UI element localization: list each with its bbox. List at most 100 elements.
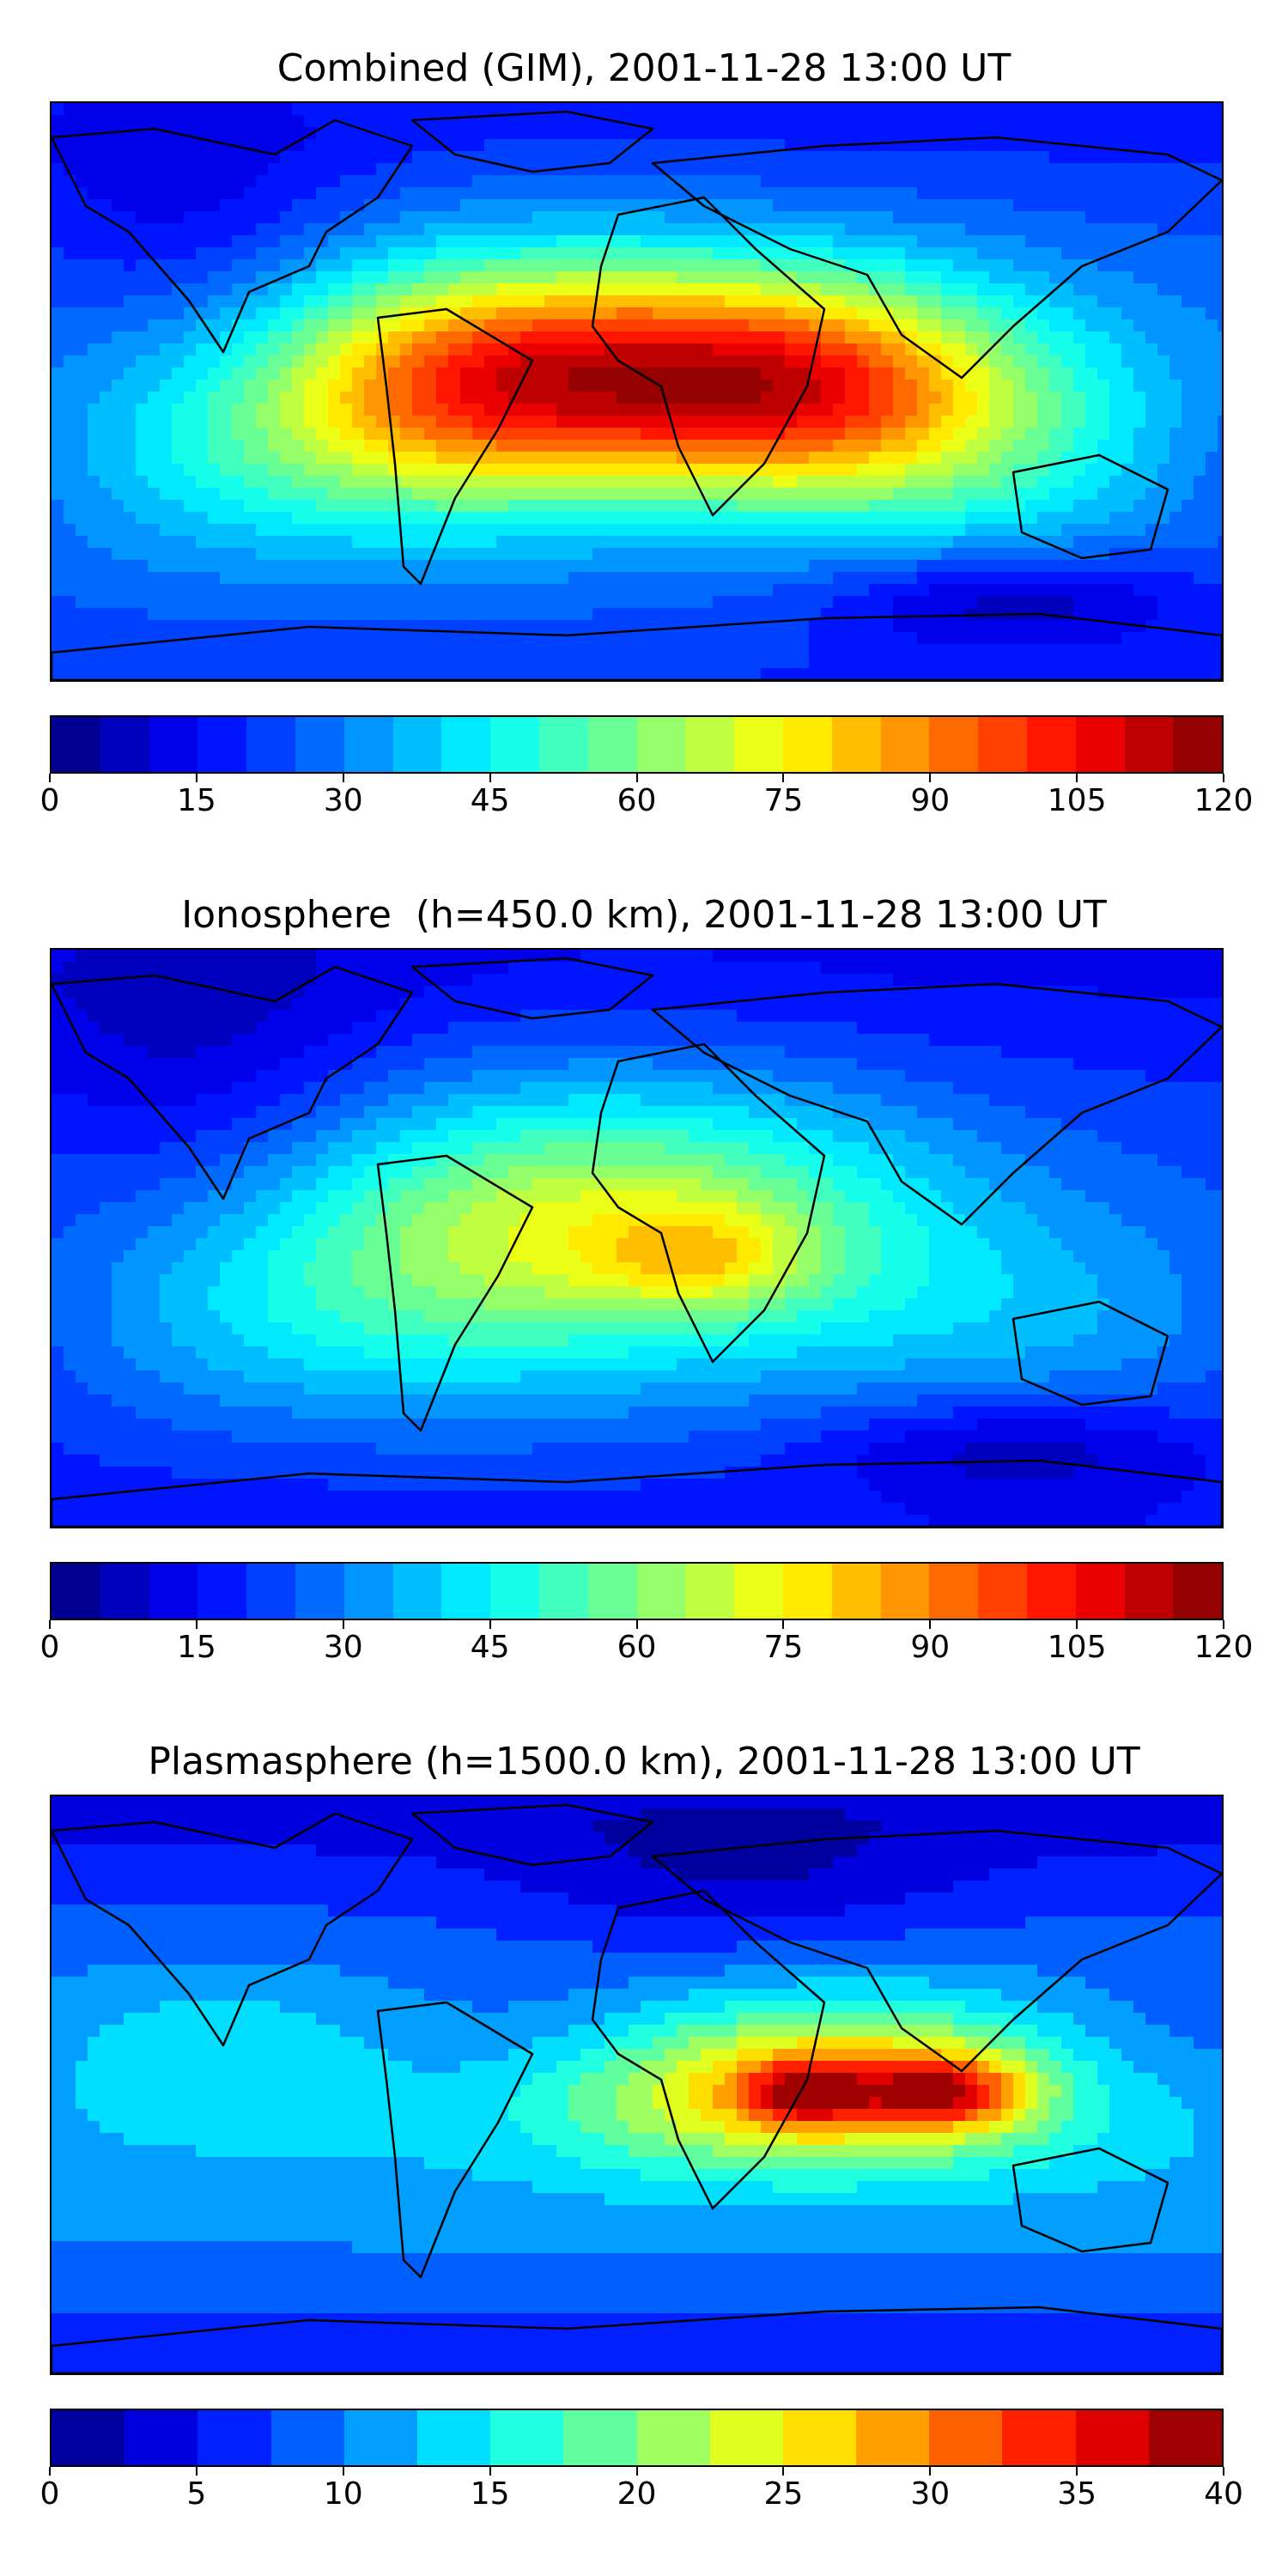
- panel-1-map: [50, 101, 1224, 682]
- colorbar-level: [929, 1564, 979, 1619]
- colorbar-level: [709, 2410, 783, 2465]
- colorbar-tick-label: 30: [323, 1630, 363, 1665]
- colorbar-level: [782, 2410, 857, 2465]
- colorbar-tick-label: 0: [39, 783, 60, 818]
- colorbar-tick-mark: [635, 1620, 638, 1629]
- colorbar-level: [100, 1564, 149, 1619]
- colorbar-level: [197, 2410, 271, 2465]
- colorbar-tick-label: 15: [176, 1630, 216, 1665]
- colorbar-level: [538, 717, 588, 772]
- colorbar-tick-mark: [635, 2467, 638, 2476]
- colorbar-level: [52, 717, 100, 772]
- colorbar-level: [734, 717, 783, 772]
- colorbar-level: [490, 1564, 539, 1619]
- colorbar-level: [392, 1564, 442, 1619]
- colorbar-tick-label: 5: [186, 2476, 207, 2512]
- colorbar-level: [880, 1564, 930, 1619]
- colorbar-level: [343, 1564, 393, 1619]
- colorbar-tick-label: 120: [1194, 783, 1254, 818]
- colorbar-tick-mark: [635, 774, 638, 782]
- panel-3-map: [50, 1795, 1224, 2375]
- colorbar-tick-mark: [929, 774, 932, 782]
- colorbar-tick-label: 90: [910, 1630, 951, 1665]
- colorbar-level: [1124, 1564, 1174, 1619]
- colorbar-level: [149, 1564, 198, 1619]
- colorbar-tick-label: 30: [323, 783, 363, 818]
- colorbar-level: [1173, 1564, 1223, 1619]
- colorbar-level: [343, 2410, 417, 2465]
- colorbar-tick-label: 15: [176, 783, 216, 818]
- colorbar-level: [782, 1564, 832, 1619]
- colorbar-level: [270, 2410, 344, 2465]
- colorbar-level: [52, 2410, 125, 2465]
- colorbar-level: [636, 2410, 710, 2465]
- colorbar-level: [563, 2410, 637, 2465]
- colorbar-tick-label: 25: [763, 2476, 804, 2512]
- colorbar-level: [1026, 1564, 1076, 1619]
- colorbar-tick-mark: [1223, 1620, 1224, 1629]
- colorbar-level: [1075, 717, 1125, 772]
- colorbar-tick-mark: [782, 2467, 785, 2476]
- colorbar-level: [149, 717, 198, 772]
- colorbar-tick-label: 0: [39, 2476, 60, 2512]
- colorbar-level: [1124, 717, 1174, 772]
- colorbar-tick-mark: [195, 774, 197, 782]
- colorbar-level: [441, 1564, 491, 1619]
- colorbar-tick-mark: [782, 1620, 785, 1629]
- colorbar-level: [978, 717, 1027, 772]
- colorbar-level: [1026, 717, 1076, 772]
- colorbar-level: [734, 1564, 783, 1619]
- colorbar-level: [295, 1564, 344, 1619]
- colorbar-level: [490, 2410, 564, 2465]
- colorbar-tick-mark: [1076, 2467, 1078, 2476]
- colorbar-tick-label: 60: [617, 1630, 657, 1665]
- colorbar-tick-label: 30: [910, 2476, 951, 2512]
- colorbar-level: [538, 1564, 588, 1619]
- colorbar-level: [831, 717, 881, 772]
- colorbar-tick-label: 75: [763, 1630, 804, 1665]
- colorbar-tick-label: 75: [763, 783, 804, 818]
- colorbar-level: [100, 717, 149, 772]
- colorbar-tick-mark: [1223, 2467, 1224, 2476]
- colorbar-tick-mark: [1076, 1620, 1078, 1629]
- colorbar-level: [246, 1564, 295, 1619]
- panel-2-title: Ionosphere (h=450.0 km), 2001-11-28 13:0…: [181, 893, 1107, 937]
- colorbar-level: [685, 717, 735, 772]
- colorbar-level: [929, 2410, 1003, 2465]
- colorbar-tick-mark: [195, 1620, 197, 1629]
- colorbar-level: [125, 2410, 198, 2465]
- panel-2-colorbar: [50, 1562, 1224, 1620]
- colorbar-level: [343, 717, 393, 772]
- panel-1-colorbar-ticks: 0 15 30 45 60 75 90 105 120: [0, 774, 1288, 818]
- colorbar-level: [392, 717, 442, 772]
- colorbar-tick-mark: [49, 2467, 51, 2476]
- colorbar-tick-mark: [49, 774, 51, 782]
- colorbar-tick-label: 35: [1057, 2476, 1097, 2512]
- colorbar-tick-mark: [342, 2467, 344, 2476]
- panel-3-title: Plasmasphere (h=1500.0 km), 2001-11-28 1…: [148, 1740, 1140, 1783]
- colorbar-level: [295, 717, 344, 772]
- colorbar-level: [52, 1564, 100, 1619]
- colorbar-tick-mark: [1223, 774, 1224, 782]
- colorbar-level: [856, 2410, 930, 2465]
- colorbar-tick-label: 105: [1047, 1630, 1107, 1665]
- colorbar-level: [1173, 717, 1223, 772]
- colorbar-level: [929, 717, 979, 772]
- colorbar-level: [587, 1564, 637, 1619]
- colorbar-level: [587, 717, 637, 772]
- colorbar-level: [1148, 2410, 1222, 2465]
- panel-3-colorbar-ticks: 0 5 10 15 20 25 30 35 40: [0, 2467, 1288, 2512]
- colorbar-tick-mark: [489, 2467, 491, 2476]
- colorbar-level: [197, 717, 247, 772]
- colorbar-level: [1075, 1564, 1125, 1619]
- colorbar-tick-mark: [195, 2467, 197, 2476]
- colorbar-tick-mark: [342, 1620, 344, 1629]
- colorbar-tick-label: 45: [470, 1630, 510, 1665]
- panel-1-colorbar: [50, 715, 1224, 774]
- colorbar-level: [831, 1564, 881, 1619]
- colorbar-tick-label: 60: [617, 783, 657, 818]
- colorbar-level: [246, 717, 295, 772]
- colorbar-tick-label: 20: [617, 2476, 657, 2512]
- colorbar-tick-label: 0: [39, 1630, 60, 1665]
- colorbar-tick-mark: [49, 1620, 51, 1629]
